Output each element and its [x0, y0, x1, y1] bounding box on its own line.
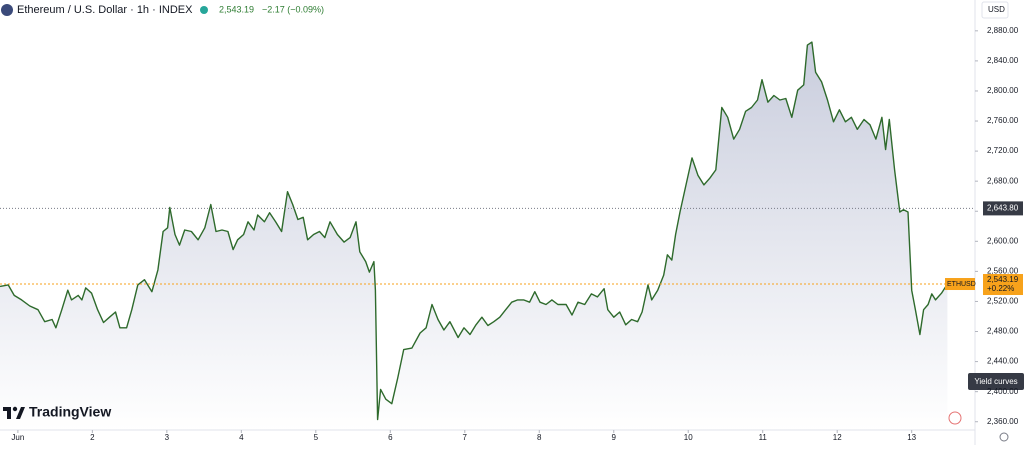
brand-logo — [3, 406, 25, 419]
x-tick-label: 3 — [165, 433, 170, 442]
y-tick-label: 2,480.00 — [987, 327, 1019, 336]
y-tick-label: 2,800.00 — [987, 86, 1019, 95]
y-tick-label: 2,440.00 — [987, 357, 1019, 366]
settings-icon[interactable] — [999, 432, 1009, 442]
brand: TradingView — [29, 404, 111, 420]
x-tick-label: 4 — [239, 433, 244, 442]
x-tick-label: Jun — [11, 433, 24, 442]
last-price-change: +0.22% — [987, 284, 1014, 293]
area-fill — [0, 42, 948, 430]
reference-label: 2,643.80 — [987, 203, 1019, 212]
events-icon[interactable] — [948, 411, 962, 425]
last-price-label: 2,543.19 — [987, 275, 1019, 284]
y-tick-label: 2,760.00 — [987, 116, 1019, 125]
last-price-bg — [983, 274, 1023, 296]
x-tick-label: 5 — [314, 433, 319, 442]
y-tick-label: 2,560.00 — [987, 266, 1019, 275]
header-change: −2.17 (−0.09%) — [262, 4, 324, 14]
status-dot — [200, 6, 208, 14]
x-tick-label: 13 — [907, 433, 916, 442]
y-tick-label: 2,720.00 — [987, 146, 1019, 155]
y-tick-label: 2,680.00 — [987, 176, 1019, 185]
y-tick-label: 2,880.00 — [987, 26, 1019, 35]
x-tick-label: 7 — [463, 433, 468, 442]
x-tick-label: 2 — [90, 433, 95, 442]
y-tick-label: 2,360.00 — [987, 417, 1019, 426]
symbol-title[interactable]: Ethereum / U.S. Dollar · 1h · INDEX — [17, 4, 193, 16]
x-tick-label: 9 — [612, 433, 617, 442]
currency-button[interactable] — [981, 1, 1009, 19]
x-tick-label: 6 — [388, 433, 393, 442]
y-tick-label: 2,840.00 — [987, 56, 1019, 65]
series-tag: ETHUSD — [947, 281, 976, 288]
x-tick-label: 12 — [833, 433, 842, 442]
y-tick-label: 2,400.00 — [987, 387, 1019, 396]
header-price: 2,543.19 — [219, 4, 254, 14]
currency: USD — [988, 5, 1005, 14]
x-tick-label: 8 — [537, 433, 542, 442]
reference-label-bg — [983, 201, 1023, 216]
series-tag-bg — [945, 278, 975, 291]
yield-curves-button[interactable] — [968, 373, 1024, 390]
x-tick-label: 11 — [759, 433, 768, 442]
y-tick-label: 2,520.00 — [987, 297, 1019, 306]
price-line — [0, 41, 948, 421]
button-label: Yield curves — [974, 377, 1017, 386]
x-tick-label: 10 — [684, 433, 693, 442]
symbol-icon — [1, 4, 13, 16]
y-tick-label: 2,600.00 — [987, 236, 1019, 245]
